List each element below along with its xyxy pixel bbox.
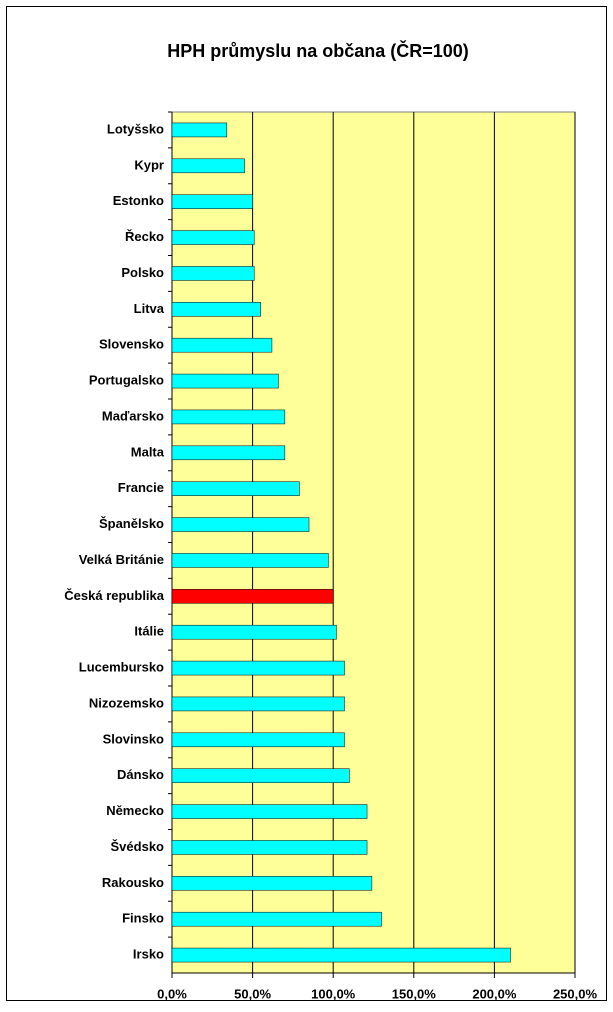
bar	[171, 553, 329, 568]
bar	[171, 840, 368, 855]
bar	[171, 696, 345, 712]
bar	[171, 947, 511, 963]
bar	[171, 660, 345, 676]
y-tick-label: Dánsko	[117, 767, 164, 782]
bar	[171, 804, 368, 819]
chart-title: HPH průmyslu na občana (ČR=100)	[167, 40, 469, 61]
bar	[171, 589, 334, 604]
x-tick-label: 250,0%	[553, 986, 598, 1001]
x-tick-label: 100,0%	[311, 986, 356, 1001]
bar	[171, 481, 300, 496]
bar	[171, 517, 310, 532]
y-tick-label: Irsko	[133, 947, 164, 962]
y-tick-label: Maďarsko	[102, 408, 164, 423]
y-tick-label: Itálie	[134, 624, 164, 639]
y-tick-label: Nizozemsko	[89, 695, 164, 710]
y-tick-label: Lucembursko	[79, 660, 164, 675]
y-tick-label: Slovinsko	[103, 731, 164, 746]
bar	[171, 876, 373, 891]
y-tick-label: Polsko	[121, 265, 164, 280]
y-tick-label: Švédsko	[111, 839, 165, 854]
y-tick-label: Portugalsko	[89, 373, 164, 388]
y-tick-label: Malta	[131, 444, 165, 459]
bar	[171, 230, 255, 245]
bar	[171, 302, 261, 317]
x-tick-label: 50,0%	[234, 986, 271, 1001]
bar	[171, 768, 350, 783]
bar	[171, 337, 273, 353]
x-tick-label: 150,0%	[392, 986, 437, 1001]
y-tick-label: Finsko	[122, 911, 164, 926]
bar	[171, 266, 255, 281]
bar	[171, 373, 279, 389]
plot-area	[171, 111, 576, 974]
bar	[171, 194, 253, 209]
y-tick-label: Lotyšsko	[107, 121, 164, 136]
x-tick-label: 0,0%	[157, 986, 187, 1001]
bar	[171, 158, 245, 174]
y-tick-label: Řecko	[125, 229, 164, 244]
y-tick-label: Kypr	[134, 157, 164, 172]
y-tick-label: Slovensko	[99, 337, 164, 352]
y-tick-label: Španělsko	[99, 516, 164, 531]
bar	[171, 732, 345, 748]
y-tick-label: Německo	[106, 803, 164, 818]
y-tick-label: Francie	[118, 480, 164, 495]
bar	[171, 624, 337, 640]
y-tick-label: Litva	[134, 301, 165, 316]
y-tick-label: Rakousko	[102, 875, 164, 890]
y-tick-label: Estonko	[113, 193, 164, 208]
bar	[171, 911, 382, 927]
y-tick-label: Velká Británie	[79, 552, 164, 567]
bar	[171, 409, 286, 425]
bar	[171, 445, 286, 461]
x-tick-label: 200,0%	[472, 986, 517, 1001]
bar	[171, 122, 228, 138]
y-tick-label: Česká republika	[64, 588, 164, 603]
